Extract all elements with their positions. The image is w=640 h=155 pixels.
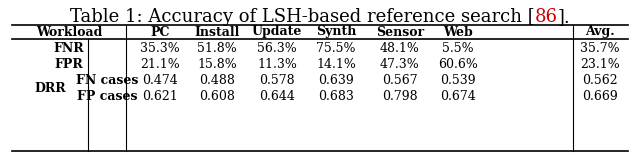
Text: 0.669: 0.669 [582,89,618,102]
Text: 0.474: 0.474 [142,73,178,86]
Text: Web: Web [443,26,473,38]
Text: 0.578: 0.578 [259,73,295,86]
Text: 35.3%: 35.3% [140,42,180,55]
Text: 5.5%: 5.5% [442,42,474,55]
Text: Avg.: Avg. [585,26,615,38]
Text: 0.644: 0.644 [259,89,295,102]
Text: FNR: FNR [54,42,84,55]
Text: 56.3%: 56.3% [257,42,297,55]
Text: 60.6%: 60.6% [438,58,478,71]
Text: Sensor: Sensor [376,26,424,38]
Text: 0.567: 0.567 [382,73,418,86]
Text: 47.3%: 47.3% [380,58,420,71]
Text: DRR: DRR [34,82,66,95]
Text: 15.8%: 15.8% [197,58,237,71]
Text: FN cases: FN cases [76,73,138,86]
Text: FPR: FPR [54,58,83,71]
Text: 0.539: 0.539 [440,73,476,86]
Text: 0.608: 0.608 [199,89,235,102]
Text: 0.562: 0.562 [582,73,618,86]
Text: 51.8%: 51.8% [197,42,237,55]
Text: 11.3%: 11.3% [257,58,297,71]
Text: 21.1%: 21.1% [140,58,180,71]
Text: 86: 86 [534,8,557,26]
Text: 14.1%: 14.1% [316,58,356,71]
Text: 23.1%: 23.1% [580,58,620,71]
Text: Table 1: Accuracy of LSH-based reference search [: Table 1: Accuracy of LSH-based reference… [70,8,534,26]
Text: 0.488: 0.488 [199,73,235,86]
Text: 0.683: 0.683 [318,89,354,102]
Text: 0.674: 0.674 [440,89,476,102]
Text: ].: ]. [557,8,570,26]
Text: 35.7%: 35.7% [580,42,620,55]
Text: Update: Update [252,26,302,38]
Text: 0.639: 0.639 [318,73,354,86]
Text: FP cases: FP cases [77,89,137,102]
Text: 0.621: 0.621 [142,89,178,102]
Text: PC: PC [150,26,170,38]
Text: 48.1%: 48.1% [380,42,420,55]
Text: 0.798: 0.798 [382,89,418,102]
Text: Install: Install [195,26,240,38]
Text: 75.5%: 75.5% [316,42,356,55]
Text: Workload: Workload [36,26,102,38]
Text: Synth: Synth [316,26,356,38]
